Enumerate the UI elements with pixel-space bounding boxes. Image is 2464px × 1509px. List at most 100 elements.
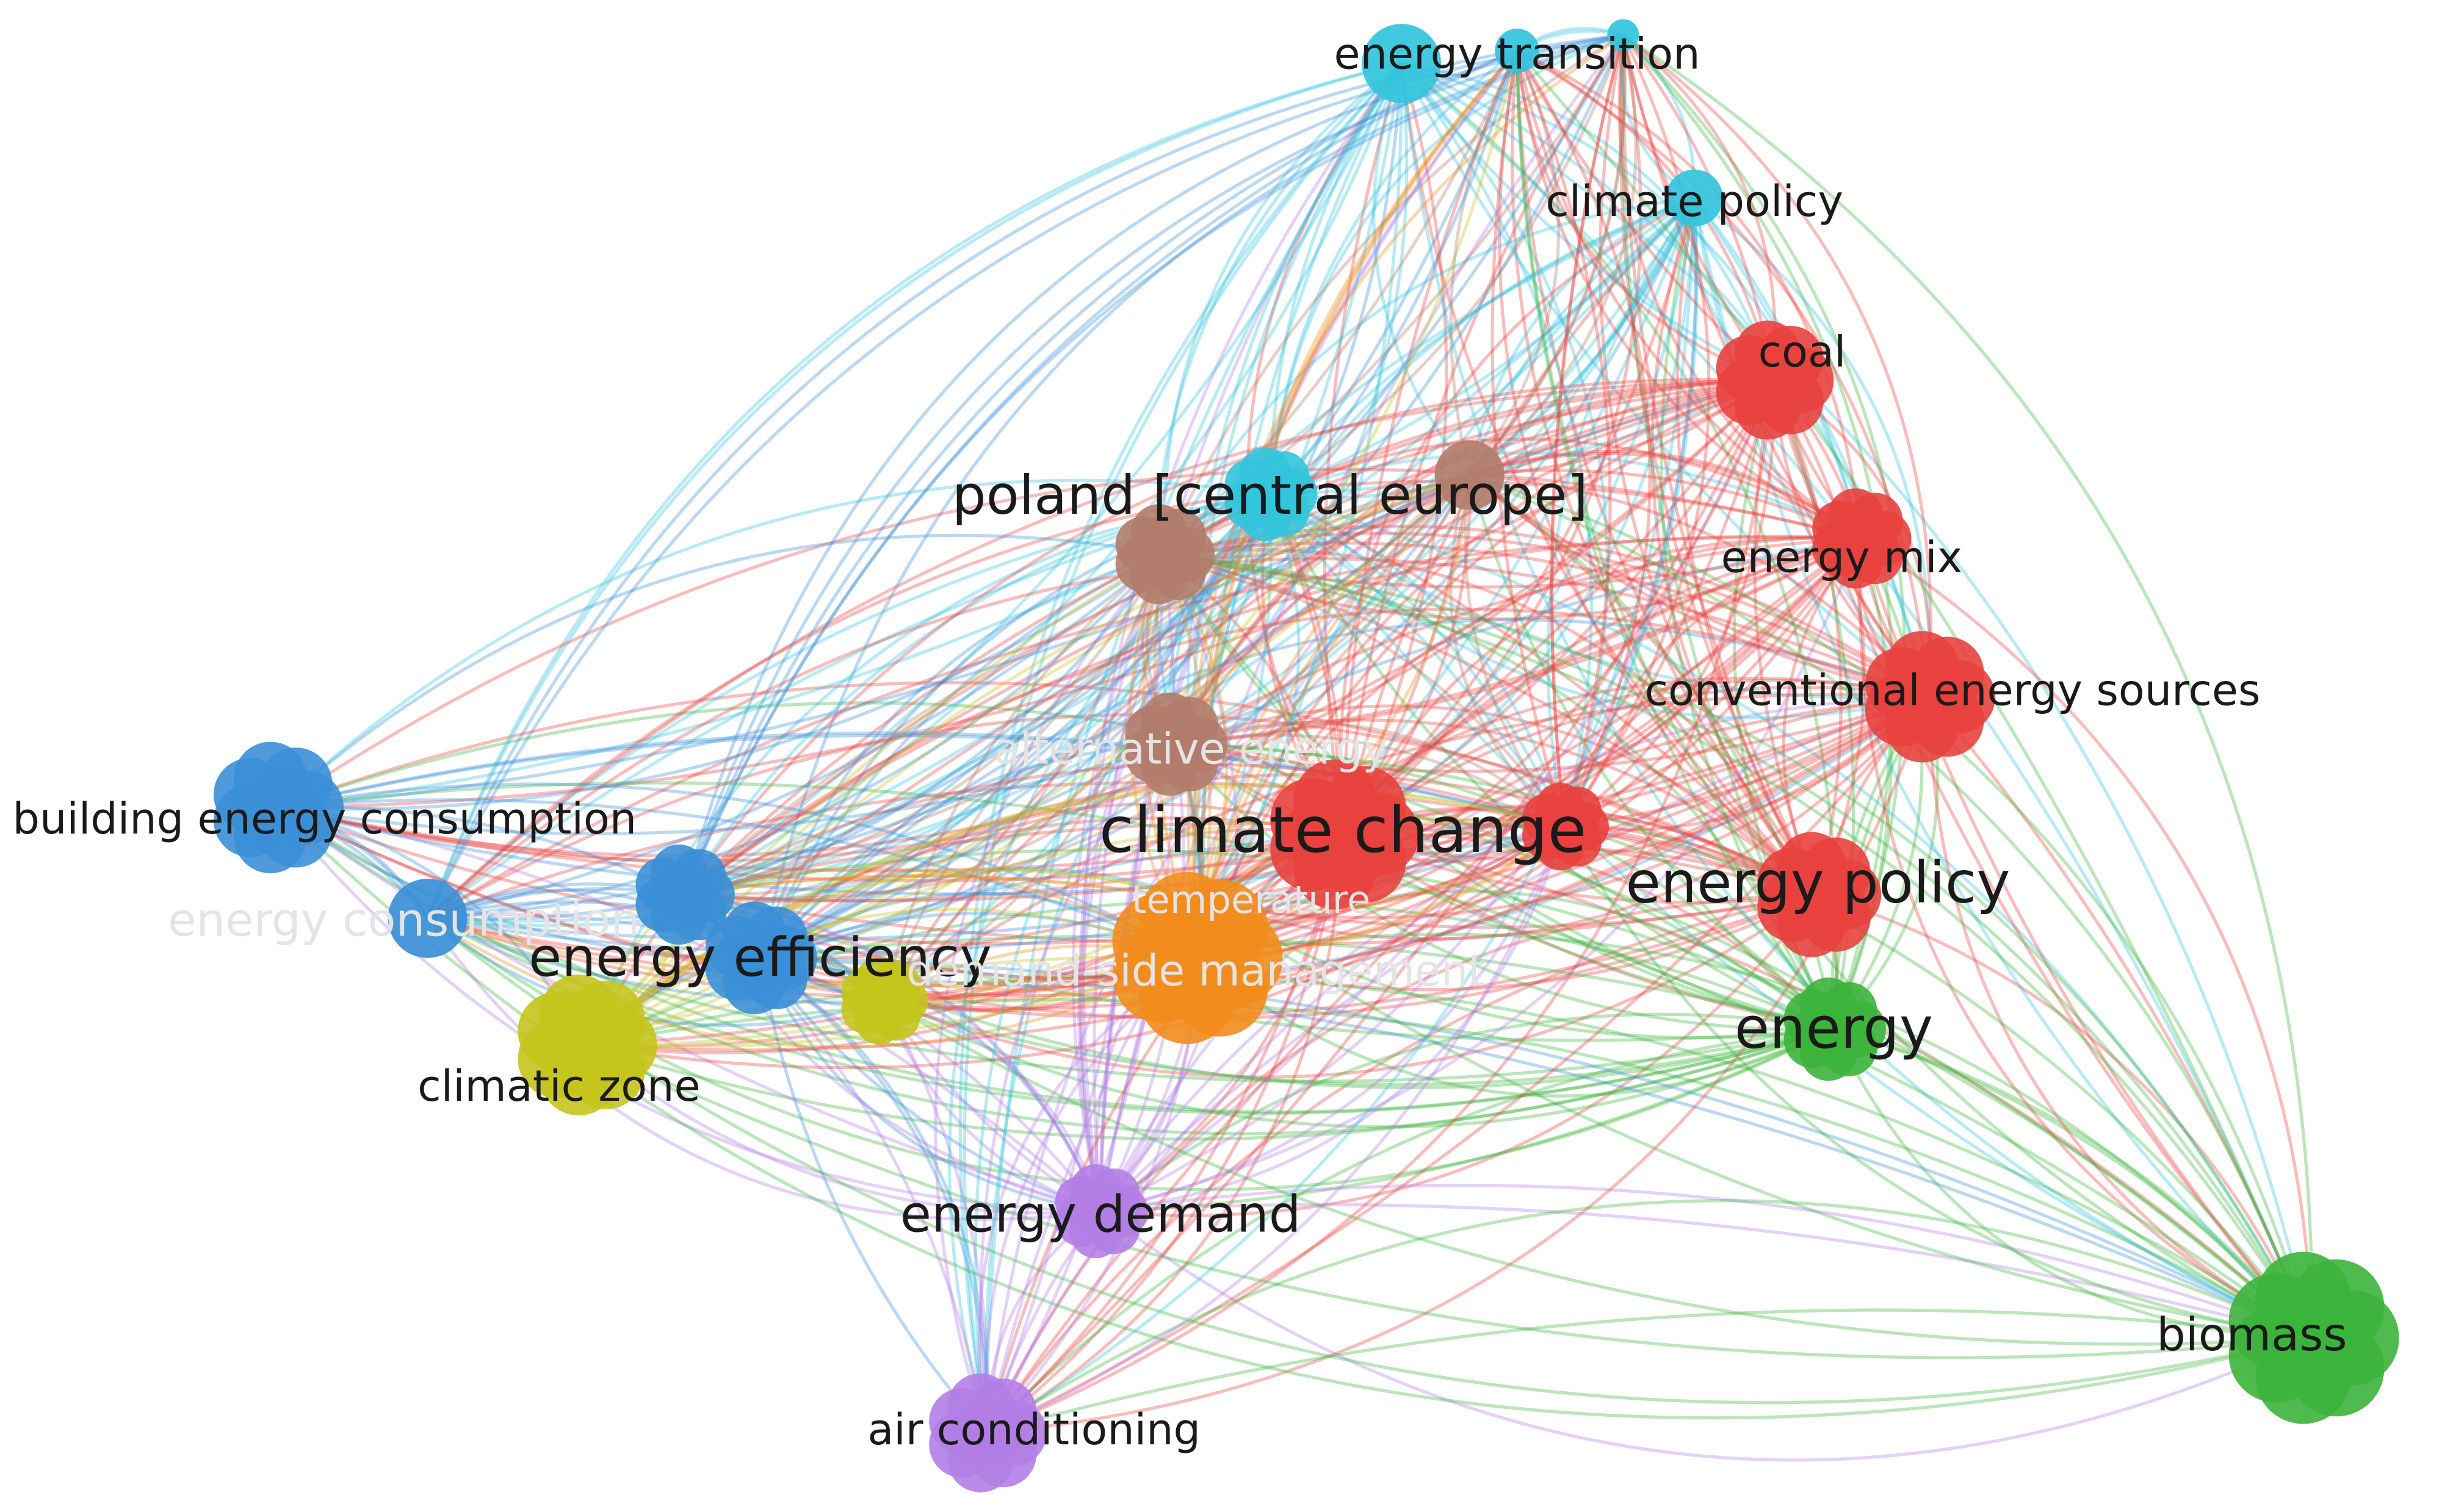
edge — [883, 999, 2313, 1346]
node-label: energy demand — [900, 1184, 1301, 1244]
edge — [427, 917, 1834, 1083]
node-label: conventional energy sources — [1644, 666, 2260, 716]
edge — [1163, 552, 2314, 1339]
edge — [1563, 198, 1699, 827]
edge — [276, 806, 1101, 1213]
edge — [1202, 475, 1472, 904]
edge — [883, 379, 1776, 1003]
node-label: biomass — [2156, 1308, 2347, 1361]
edge — [1162, 553, 1229, 903]
edge — [882, 378, 1774, 1002]
edge — [683, 196, 1696, 896]
edge — [427, 553, 1165, 920]
edge — [585, 537, 1862, 1070]
edge — [1269, 492, 1819, 896]
edge — [1173, 474, 1470, 745]
edge — [585, 537, 1862, 1047]
edge — [427, 917, 884, 1004]
edge — [684, 197, 1696, 896]
edge — [1772, 379, 1843, 895]
edge — [1174, 537, 1862, 746]
edge — [882, 828, 1343, 1002]
edge — [682, 49, 1518, 896]
edge — [1174, 721, 1566, 828]
edge — [1372, 63, 1471, 477]
edge — [883, 493, 1272, 1002]
edge — [1515, 51, 2313, 1339]
edge — [683, 762, 1566, 896]
edge — [585, 1043, 1101, 1215]
edge — [682, 49, 1518, 896]
edge — [1342, 197, 1696, 836]
edge — [276, 806, 1101, 1213]
edge — [1194, 196, 1696, 959]
edge — [1860, 537, 2314, 1338]
edge — [1622, 34, 1933, 697]
edge — [882, 553, 1166, 1002]
edge — [1693, 197, 1931, 697]
edge — [1203, 893, 1818, 929]
edge — [1194, 474, 1471, 959]
edge — [1515, 50, 1862, 540]
edge — [1163, 536, 1862, 621]
edge — [426, 917, 1101, 1221]
node — [1362, 24, 1441, 103]
edge — [1832, 1028, 2312, 1340]
edge — [1202, 493, 1301, 904]
edge — [1341, 50, 1519, 835]
edge — [1270, 492, 2314, 1339]
edge — [1675, 198, 1819, 896]
edge — [1200, 493, 1272, 903]
node — [1495, 28, 1539, 73]
edge — [1082, 62, 1403, 1212]
edge — [584, 553, 1165, 1046]
edge — [585, 907, 1196, 1046]
edge — [585, 867, 1204, 1046]
edge — [1163, 552, 1566, 828]
edge — [1515, 51, 1835, 1031]
edge — [1100, 1183, 2313, 1340]
edge — [1173, 378, 1774, 745]
edge — [1202, 901, 2313, 1340]
edge — [1268, 493, 1835, 1031]
edge — [1563, 34, 1711, 827]
edge — [759, 695, 1930, 988]
edge — [1202, 474, 1471, 903]
edge — [1173, 196, 1695, 745]
edge — [1400, 62, 2314, 1339]
edge — [1833, 1028, 2313, 1339]
edge — [1269, 451, 1862, 540]
edge — [1469, 469, 1862, 540]
edge — [1173, 378, 1774, 746]
edge — [759, 957, 1102, 1213]
node — [1607, 19, 1639, 51]
node — [950, 1397, 1023, 1469]
edge — [984, 493, 1271, 1433]
node — [1780, 856, 1856, 933]
node — [1187, 887, 1219, 919]
node-label: building energy consumption — [13, 794, 637, 844]
edge — [1078, 553, 1166, 1212]
edge — [1202, 378, 1774, 904]
edge — [934, 553, 1165, 1434]
edge — [1516, 49, 1931, 697]
edge — [276, 806, 1819, 1019]
edge — [1080, 493, 1271, 1212]
edge — [1468, 50, 1561, 477]
node-label: energy transition — [1334, 29, 1700, 79]
edge — [1342, 833, 1834, 1031]
edge — [985, 834, 1345, 1435]
edge — [1469, 474, 2314, 1339]
edge — [1163, 552, 1819, 896]
edge — [1516, 49, 1652, 827]
edge — [684, 743, 1176, 903]
node-label: energy — [1735, 995, 1933, 1062]
edge — [426, 480, 1862, 920]
edge — [585, 1028, 1835, 1141]
edge — [1162, 196, 1695, 555]
node — [1133, 524, 1194, 585]
edge — [883, 999, 1835, 1129]
node-label: climatic zone — [417, 1061, 700, 1111]
edge — [684, 848, 2313, 1339]
edge — [1927, 696, 2313, 1339]
